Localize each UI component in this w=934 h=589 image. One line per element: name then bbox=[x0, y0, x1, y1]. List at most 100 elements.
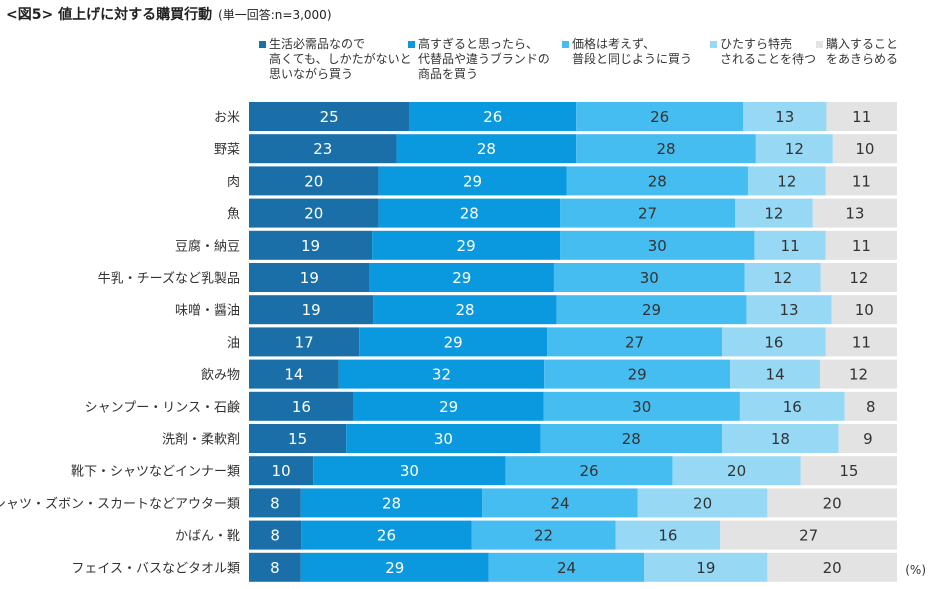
bar-segment bbox=[576, 102, 744, 131]
bar-segment bbox=[844, 391, 897, 421]
data-label: 12 bbox=[773, 269, 792, 287]
data-label: 22 bbox=[534, 527, 553, 545]
data-label: 12 bbox=[777, 172, 796, 190]
bar-segment bbox=[556, 295, 747, 325]
data-label: 28 bbox=[648, 172, 667, 190]
data-label: 19 bbox=[696, 559, 715, 577]
data-label: 11 bbox=[781, 237, 800, 255]
legend-label: 高すぎると思ったら、 bbox=[418, 36, 538, 51]
data-label: 15 bbox=[288, 430, 307, 448]
bar-segment bbox=[547, 327, 723, 357]
bar-segment bbox=[543, 391, 740, 421]
bar-segment bbox=[553, 263, 745, 292]
data-label: 20 bbox=[823, 494, 842, 512]
bar-segment bbox=[746, 295, 832, 325]
data-label: 11 bbox=[852, 333, 871, 351]
bar-segment bbox=[471, 520, 616, 550]
bar-segment bbox=[369, 263, 554, 292]
data-label: 29 bbox=[439, 398, 458, 416]
data-label: 10 bbox=[855, 301, 874, 319]
legend-swatch bbox=[710, 41, 717, 48]
data-label: 17 bbox=[295, 333, 314, 351]
data-label: 24 bbox=[557, 559, 576, 577]
data-label: 19 bbox=[302, 301, 321, 319]
data-label: 29 bbox=[463, 172, 482, 190]
unit-label: (%) bbox=[905, 563, 926, 577]
data-label: 20 bbox=[304, 205, 323, 223]
bar-segment bbox=[825, 166, 897, 196]
data-label: 8 bbox=[270, 527, 280, 545]
legend-label: 高くても、しかたがないと bbox=[269, 51, 412, 66]
data-label: 12 bbox=[849, 366, 868, 384]
bar-segment bbox=[767, 488, 897, 518]
legend-swatch bbox=[259, 41, 266, 48]
bar-segment bbox=[249, 198, 379, 228]
legend-swatch bbox=[408, 41, 415, 48]
category-label: シャンプー・リンス・石鹸 bbox=[85, 400, 240, 415]
bar-segment bbox=[249, 552, 301, 582]
data-label: 29 bbox=[452, 269, 471, 287]
bar-segment bbox=[826, 102, 897, 131]
bar-segment bbox=[505, 456, 673, 486]
chart-subtitle: (単一回答:n=3,000) bbox=[218, 8, 332, 22]
category-label: シャツ・ズボン・スカートなどアウター類 bbox=[0, 496, 240, 512]
bar-segment bbox=[300, 488, 483, 518]
legend-label: 普段と同じように買う bbox=[572, 51, 692, 66]
bar-segment bbox=[820, 263, 897, 292]
data-label: 30 bbox=[640, 269, 659, 287]
bar-segment bbox=[249, 230, 373, 260]
data-label: 28 bbox=[460, 205, 479, 223]
data-label: 30 bbox=[434, 430, 453, 448]
legend-swatch bbox=[816, 41, 823, 48]
bar-segment bbox=[249, 102, 410, 131]
data-label: 20 bbox=[727, 462, 746, 480]
bar-segment bbox=[300, 552, 489, 582]
data-label: 13 bbox=[845, 205, 864, 223]
data-label: 27 bbox=[638, 205, 657, 223]
category-label: かばん・靴 bbox=[175, 529, 240, 544]
chart-title: <図5> 値上げに対する購買行動 (単一回答:n=3,000) bbox=[6, 4, 332, 24]
bar-segment bbox=[409, 102, 577, 131]
bar-segment bbox=[744, 263, 821, 292]
legend-label: 生活必需品なので bbox=[269, 37, 365, 51]
data-label: 28 bbox=[622, 430, 641, 448]
legend-label: 思いながら買う bbox=[269, 66, 353, 81]
bar-segment bbox=[576, 134, 756, 164]
bar-segment bbox=[743, 102, 827, 131]
bar-segment bbox=[373, 295, 557, 325]
category-label: 豆腐・納豆 bbox=[175, 239, 240, 254]
bar-segment bbox=[730, 359, 821, 389]
bar-segment bbox=[767, 552, 897, 582]
data-label: 23 bbox=[313, 140, 332, 158]
data-label: 27 bbox=[625, 333, 644, 351]
data-label: 29 bbox=[457, 237, 476, 255]
data-label: 12 bbox=[849, 269, 868, 287]
data-label: 8 bbox=[270, 494, 280, 512]
bar-segment bbox=[249, 327, 360, 357]
bar-segment bbox=[396, 134, 577, 164]
category-label: 味噌・醤油 bbox=[175, 304, 240, 319]
bar-segment bbox=[838, 424, 897, 453]
bar-segment bbox=[249, 166, 379, 196]
bar-segment bbox=[249, 134, 397, 164]
data-label: 19 bbox=[301, 237, 320, 255]
data-label: 24 bbox=[550, 494, 569, 512]
bar-segment bbox=[249, 263, 370, 292]
bar-segment bbox=[249, 424, 347, 453]
bar-segment bbox=[249, 359, 339, 389]
data-label: 26 bbox=[579, 462, 598, 480]
bar-segment bbox=[249, 488, 301, 518]
data-label: 10 bbox=[855, 140, 874, 158]
category-label: 牛乳・チーズなど乳製品 bbox=[98, 271, 240, 287]
bar-segment bbox=[644, 552, 768, 582]
bar-segment bbox=[672, 456, 801, 486]
data-label: 30 bbox=[632, 398, 651, 416]
bar-segment bbox=[722, 424, 839, 453]
bar-segment bbox=[346, 424, 541, 453]
data-label: 16 bbox=[292, 398, 311, 416]
data-label: 11 bbox=[852, 172, 871, 190]
data-label: 11 bbox=[852, 108, 871, 126]
legend-label: ひたすら特売 bbox=[720, 36, 792, 51]
bar-segment bbox=[739, 391, 845, 421]
